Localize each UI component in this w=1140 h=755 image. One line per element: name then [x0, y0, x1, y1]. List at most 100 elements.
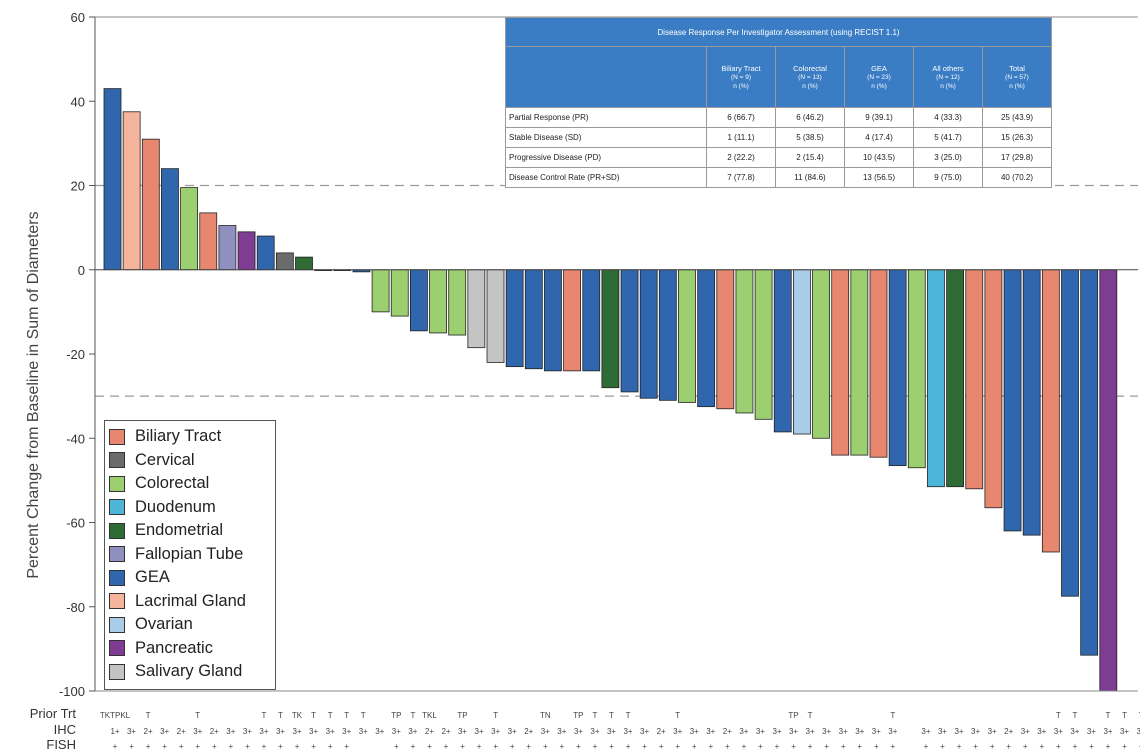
row-cell-ihc: 3+ [193, 727, 202, 736]
table-row: Disease Control Rate (PR+SD) 7 (77.8) 11… [505, 167, 1052, 188]
row-cell-fish: + [526, 742, 531, 751]
row-cell-fish: + [924, 742, 929, 751]
row-cell-ihc: 3+ [739, 727, 748, 736]
bar [180, 187, 199, 271]
row-cell-fish: + [576, 742, 581, 751]
bar [256, 235, 275, 271]
table-row: Partial Response (PR) 6 (66.7) 6 (46.2) … [505, 107, 1052, 128]
row-cell-ihc: 3+ [806, 727, 815, 736]
row-cell-ihc: 3+ [1037, 727, 1046, 736]
bar [524, 269, 543, 370]
row-cell-fish: + [626, 742, 631, 751]
row-cell-ihc: 3+ [1054, 727, 1063, 736]
row-cell-fish: + [940, 742, 945, 751]
table-cell: 6 (46.2) [775, 107, 845, 128]
row-cell-ihc: 2+ [524, 727, 533, 736]
table-cell: 4 (17.4) [844, 127, 914, 148]
row-cell-fish: + [1139, 742, 1140, 751]
table-cell: 7 (77.8) [706, 167, 776, 188]
row-label: Stable Disease (SD) [505, 127, 707, 148]
row-cell-fish: + [593, 742, 598, 751]
row-cell-ihc: 3+ [1021, 727, 1030, 736]
bar [467, 269, 486, 349]
row-cell-fish: + [1073, 742, 1078, 751]
row-cell-prior: T [593, 711, 598, 720]
row-cell-prior: TP [573, 711, 583, 720]
bar [773, 269, 792, 433]
table-row: Progressive Disease (PD) 2 (22.2) 2 (15.… [505, 147, 1052, 168]
row-cell-ihc: 3+ [458, 727, 467, 736]
bar [218, 225, 237, 271]
row-cell-fish: + [874, 742, 879, 751]
bar [429, 269, 447, 334]
row-cell-ihc: 3+ [839, 727, 848, 736]
row-cell-fish: + [344, 742, 349, 751]
row-cell-ihc: 3+ [988, 727, 997, 736]
row-cell-fish: + [245, 742, 250, 751]
legend-label: Pancreatic [135, 638, 213, 657]
legend-swatch [109, 546, 125, 563]
row-cell-fish: + [460, 742, 465, 751]
legend-item: Pancreatic [109, 637, 275, 661]
row-cell-prior: T [311, 711, 316, 720]
legend-swatch [109, 452, 125, 469]
row-cell-fish: + [1106, 742, 1111, 751]
row-cell-fish: + [560, 742, 565, 751]
row-cell-prior: T [493, 711, 498, 720]
bar [582, 269, 601, 372]
row-cell-ihc: 3+ [938, 727, 947, 736]
table-caption: Disease Response Per Investigator Assess… [505, 17, 1052, 47]
legend-label: Cervical [135, 450, 195, 469]
row-cell-ihc: 3+ [491, 727, 500, 736]
row-cell-ihc: 3+ [673, 727, 682, 736]
bar [563, 269, 581, 372]
table-cell: 4 (33.3) [913, 107, 983, 128]
row-cell-ihc: 2+ [1004, 727, 1013, 736]
legend-item: Duodenum [109, 496, 275, 520]
row-cell-fish: + [129, 742, 134, 751]
row-cell-fish: + [708, 742, 713, 751]
row-label: Disease Control Rate (PR+SD) [505, 167, 707, 188]
y-tick-label: -60 [66, 516, 85, 531]
row-cell-prior: TKL [422, 711, 437, 720]
row-cell-prior: TN [540, 711, 551, 720]
row-cell-prior: T [410, 711, 415, 720]
legend-item: Salivary Gland [109, 660, 275, 684]
row-cell-fish: + [427, 742, 432, 751]
row-cell-ihc: 2+ [210, 727, 219, 736]
row-cell-fish: + [444, 742, 449, 751]
row-label-ihc: IHC [54, 722, 76, 737]
row-cell-fish: + [295, 742, 300, 751]
legend-item: Lacrimal Gland [109, 590, 275, 614]
row-cell-prior: TKTPKL [100, 711, 131, 720]
table-cell: 2 (22.2) [706, 147, 776, 168]
row-cell-ihc: 3+ [607, 727, 616, 736]
legend-item: Ovarian [109, 613, 275, 637]
table-cell: 6 (66.7) [706, 107, 776, 128]
bar [697, 269, 716, 408]
row-cell-ihc: 3+ [1103, 727, 1112, 736]
row-cell-ihc: 3+ [160, 727, 169, 736]
bar [658, 269, 677, 401]
legend-item: Endometrial [109, 519, 275, 543]
legend-swatch [109, 640, 125, 657]
y-tick-label: 0 [78, 263, 85, 278]
row-cell-ihc: 3+ [921, 727, 930, 736]
row-cell-fish: + [229, 742, 234, 751]
table-cell: 9 (75.0) [913, 167, 983, 188]
row-cell-ihc: 3+ [259, 727, 268, 736]
row-cell-fish: + [311, 742, 316, 751]
table-cell: 15 (26.3) [982, 127, 1052, 148]
row-cell-fish: + [642, 742, 647, 751]
bar [486, 269, 505, 363]
legend-label: Endometrial [135, 521, 224, 540]
table-cell: 10 (43.5) [844, 147, 914, 168]
row-cell-ihc: 3+ [309, 727, 318, 736]
row-cell-fish: + [725, 742, 730, 751]
table-cell: 25 (43.9) [982, 107, 1052, 128]
row-cell-prior: T [278, 711, 283, 720]
row-cell-ihc: 2+ [144, 727, 153, 736]
row-cell-ihc: 3+ [822, 727, 831, 736]
response-table: Disease Response Per Investigator Assess… [505, 17, 1052, 188]
row-cell-ihc: 2+ [723, 727, 732, 736]
